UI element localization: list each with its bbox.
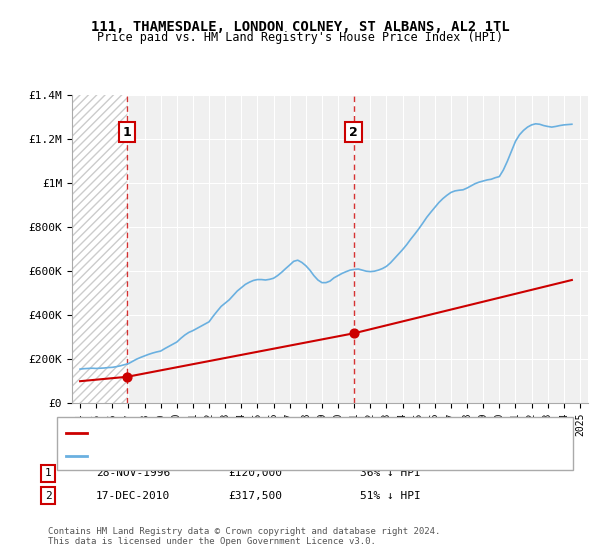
Text: HPI: Average price, detached house, St Albans: HPI: Average price, detached house, St A… xyxy=(93,451,374,461)
Text: 36% ↓ HPI: 36% ↓ HPI xyxy=(360,468,421,478)
Text: 2: 2 xyxy=(349,125,358,139)
Point xyxy=(122,372,132,381)
Text: £317,500: £317,500 xyxy=(228,491,282,501)
Text: 51% ↓ HPI: 51% ↓ HPI xyxy=(360,491,421,501)
Point xyxy=(349,329,358,338)
Text: 111, THAMESDALE, LONDON COLNEY, ST ALBANS, AL2 1TL (detached house): 111, THAMESDALE, LONDON COLNEY, ST ALBAN… xyxy=(93,428,512,438)
Text: Price paid vs. HM Land Registry's House Price Index (HPI): Price paid vs. HM Land Registry's House … xyxy=(97,31,503,44)
Text: 17-DEC-2010: 17-DEC-2010 xyxy=(96,491,170,501)
Text: 1: 1 xyxy=(122,125,131,139)
Text: 28-NOV-1996: 28-NOV-1996 xyxy=(96,468,170,478)
Text: £120,000: £120,000 xyxy=(228,468,282,478)
Text: 1: 1 xyxy=(44,468,52,478)
Text: 111, THAMESDALE, LONDON COLNEY, ST ALBANS, AL2 1TL: 111, THAMESDALE, LONDON COLNEY, ST ALBAN… xyxy=(91,20,509,34)
Text: 2: 2 xyxy=(44,491,52,501)
Bar xyxy=(72,95,127,403)
Text: Contains HM Land Registry data © Crown copyright and database right 2024.
This d: Contains HM Land Registry data © Crown c… xyxy=(48,526,440,546)
